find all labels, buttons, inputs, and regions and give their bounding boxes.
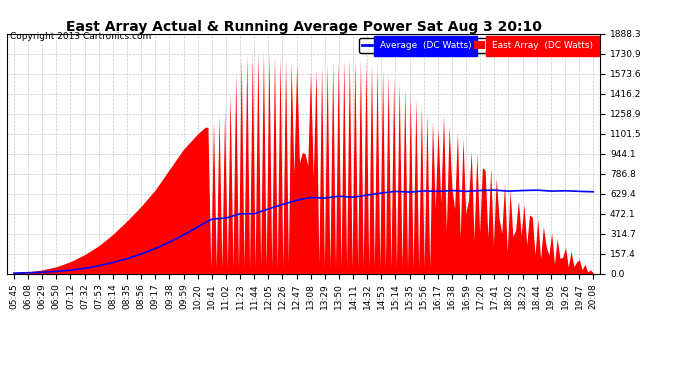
Legend: Average  (DC Watts), East Array  (DC Watts): Average (DC Watts), East Array (DC Watts… [359,38,595,53]
Text: Copyright 2013 Cartronics.com: Copyright 2013 Cartronics.com [10,32,152,41]
Title: East Array Actual & Running Average Power Sat Aug 3 20:10: East Array Actual & Running Average Powe… [66,20,542,34]
